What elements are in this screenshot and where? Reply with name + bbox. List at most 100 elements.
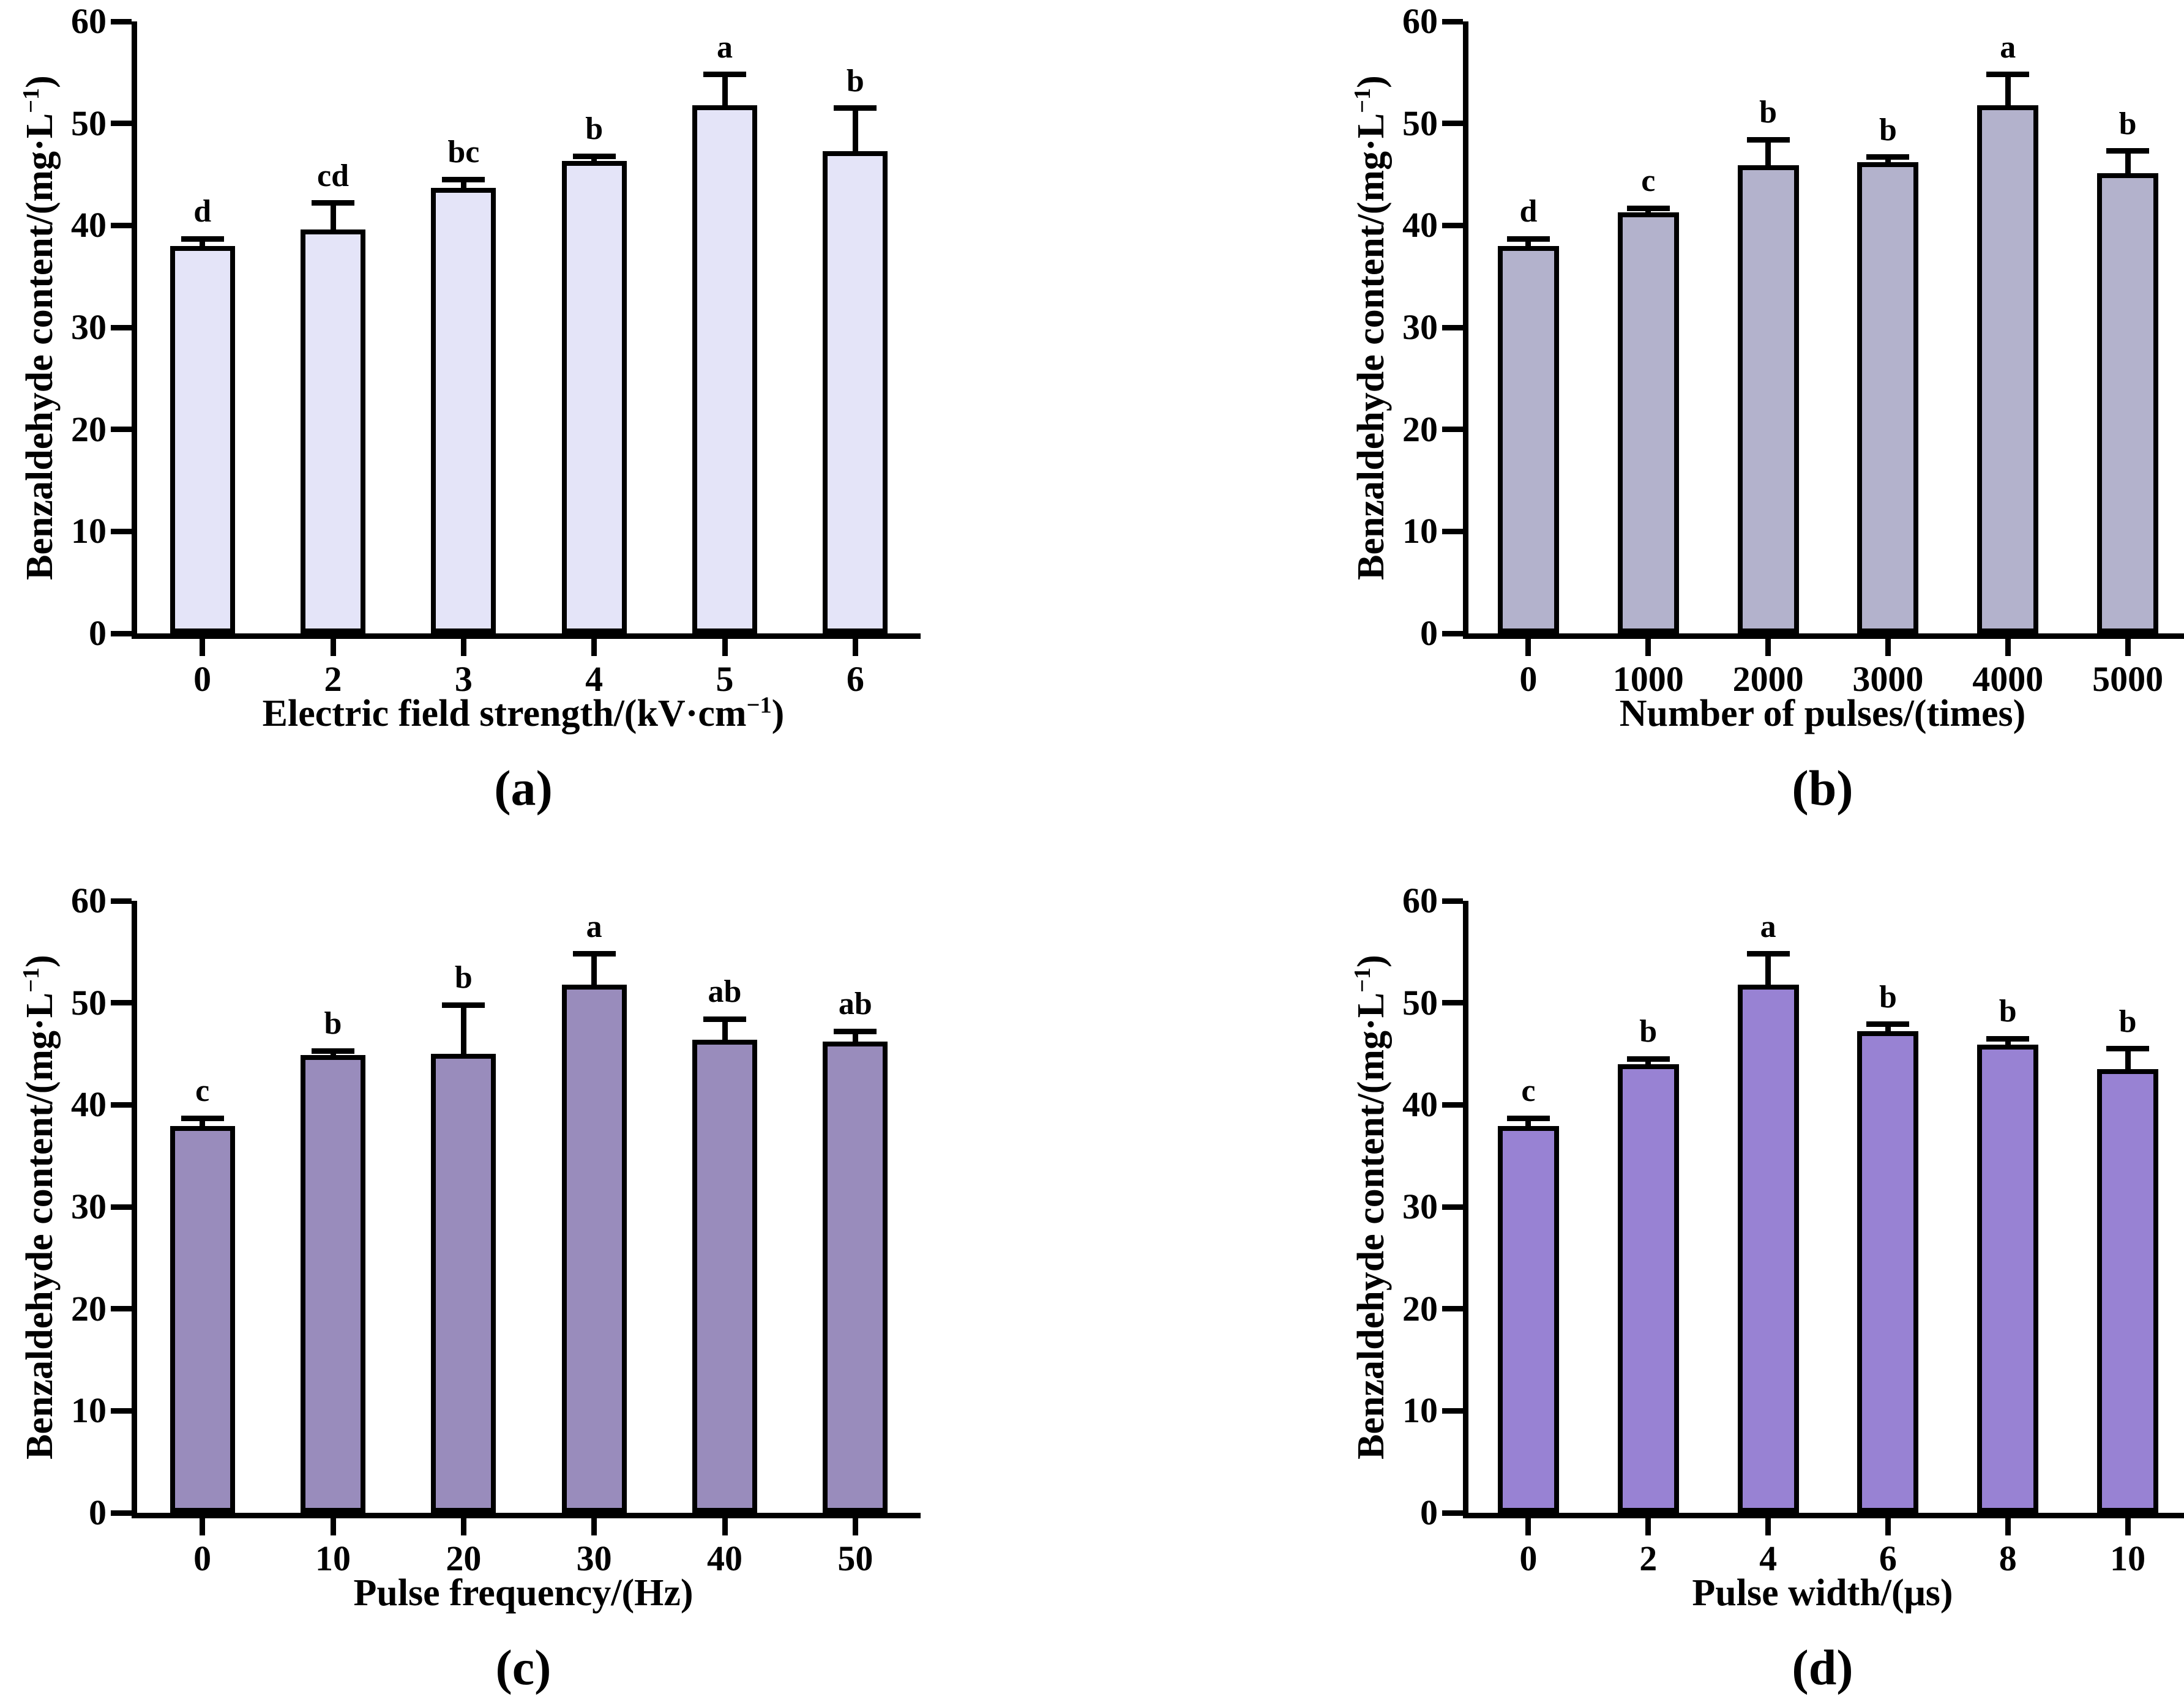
x-tick-mark [1645,639,1651,656]
y-tick-mark [1442,528,1463,534]
y-tick-mark [111,427,132,433]
sig-letter: b [1759,95,1778,130]
bar [2097,173,2159,633]
error-bar-cap [442,1002,485,1008]
x-tick-label: 0 [1519,659,1538,699]
panel-label-a: (a) [494,760,553,816]
error-bar-line [1885,1024,1891,1035]
error-bar-cap [1506,1115,1550,1121]
y-tick-label: 10 [1402,1390,1438,1431]
error-bar-cap [1746,136,1790,143]
y-tick-mark [1442,324,1463,330]
bar [2097,1069,2159,1513]
x-axis-title-text: Pulse frequency/(Hz) [353,1572,694,1614]
panel-label-c: (c) [495,1639,552,1695]
y-tick-label: 50 [71,982,107,1023]
y-tick-mark [111,18,132,24]
x-tick-label: 10 [2110,1538,2146,1578]
error-bar-cap [312,1048,354,1054]
error-bar-cap [2106,148,2150,154]
x-tick-mark [1765,1518,1771,1535]
y-tick-mark [111,1102,132,1108]
x-tick-mark [200,639,206,656]
y-tick-mark [111,1000,132,1006]
panel-label-d: (d) [1792,1639,1853,1695]
x-tick-label: 0 [193,659,212,699]
y-tick-mark [111,1408,132,1414]
bar [692,105,757,633]
y-tick-label: 10 [71,1390,107,1431]
y-tick-mark [1442,898,1463,904]
x-axis-title-text: Number of pulses/(times) [1619,693,2026,734]
x-tick-mark [1525,1518,1531,1535]
x-tick-label: 2 [324,659,342,699]
error-bar-line [852,108,858,155]
error-bar-line [200,1118,206,1130]
y-tick-label: 0 [89,1493,107,1532]
y-tick-label: 20 [1402,409,1438,449]
x-tick-label: 30 [576,1538,612,1578]
bar [1977,1045,2039,1513]
y-tick-mark [1442,1510,1463,1516]
x-tick-label: 5 [716,659,734,699]
y-tick-label: 50 [71,103,107,143]
bar [1857,1031,1919,1513]
y-tick-label: 40 [71,1084,107,1125]
sig-letter: b [1639,1014,1658,1050]
error-bar-cap [703,1016,746,1022]
y-tick-label: 60 [1402,881,1438,920]
bar [431,187,496,633]
y-tick-mark [111,222,132,228]
y-tick-mark [1442,1408,1463,1414]
x-tick-label: 10 [315,1538,351,1578]
y-tick-mark [111,121,132,127]
bar [1737,165,1799,633]
sig-letter: b [1999,994,2017,1029]
x-tick-label: 2000 [1732,659,1804,699]
y-tick-mark [111,1204,132,1210]
y-tick-label: 10 [1402,511,1438,551]
error-bar-line [722,1019,728,1043]
y-tick-mark [1442,1000,1463,1006]
y-tick-mark [1442,1306,1463,1312]
plot-area-b: 0 10 20 30 40 50 60 d 0 c 1000 b 2000 b 3000 a 4000 b 5000 [1402,1,2184,699]
sig-letter: b [1879,112,1897,147]
x-tick-mark [200,1518,206,1535]
x-axis-title: Pulse width/(μs) [1463,1571,2182,1615]
error-bar-line [1885,157,1891,166]
bar [1497,245,1559,633]
error-bar-cap [1866,154,1910,160]
y-tick-mark [1442,1204,1463,1210]
x-tick-mark [591,1518,597,1535]
y-tick-label: 30 [1402,307,1438,347]
x-tick-label: 5000 [2092,659,2164,699]
y-tick-mark [1442,427,1463,433]
error-bar-line [2125,1048,2131,1073]
x-tick-label: 0 [193,1538,212,1578]
x-axis-title-text: Pulse width/(μs) [1692,1572,1953,1614]
sig-letter: b [2119,1004,2137,1039]
error-bar-cap [1626,205,1670,211]
y-axis-title-close: ) [1350,954,1392,968]
error-bar-cap [181,236,224,242]
x-tick-label: 6 [1879,1538,1897,1578]
x-tick-label: 4 [1759,1538,1778,1578]
sig-letter: d [193,194,212,229]
y-tick-label: 40 [1402,1084,1438,1125]
error-bar-cap [312,200,354,206]
y-axis-title-close: ) [18,75,61,88]
plot-area-d: 0 10 20 30 40 50 60 c 0 b 2 a 4 b 6 b 8 b 10 [1402,881,2184,1578]
x-tick-mark [2005,639,2011,656]
sig-letter: d [1519,194,1538,229]
sig-letter: a [2000,29,2016,65]
x-tick-label: 2 [1639,1538,1658,1578]
bar [1497,1126,1559,1513]
x-tick-label: 50 [837,1538,873,1578]
y-tick-label: 20 [1402,1288,1438,1329]
error-bar-line [330,203,336,233]
x-tick-mark [330,1518,336,1535]
y-tick-label: 60 [71,1,107,41]
panel-a: Benzaldehyde content/(mg·L−1) 0 10 20 30 40 5… [0,0,1092,843]
error-bar-cap [181,1115,224,1121]
